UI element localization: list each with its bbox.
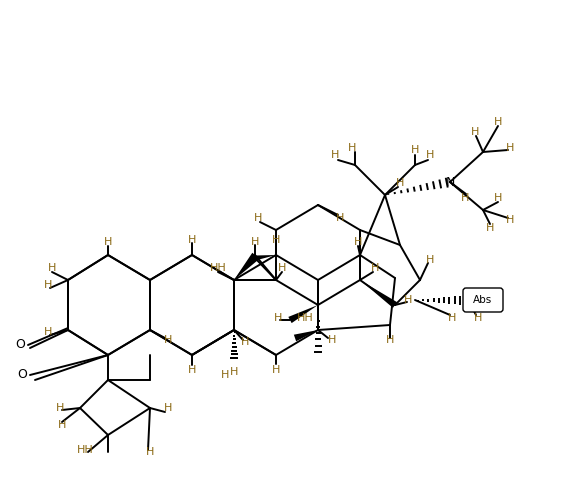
Text: H: H [230,367,238,377]
Text: H: H [494,117,502,127]
Text: H: H [396,178,404,188]
Text: H: H [471,127,479,137]
Polygon shape [234,253,258,280]
Text: HH: HH [209,263,226,273]
Text: H: H [251,237,259,247]
Polygon shape [254,255,276,260]
Text: H: H [354,237,362,247]
Text: H: H [274,313,282,323]
Polygon shape [234,255,257,280]
Polygon shape [294,330,318,341]
Text: H: H [506,215,514,225]
Text: H: H [348,143,356,153]
Text: H: H [386,335,394,345]
Text: H: H [494,193,502,203]
Text: H: H [44,327,52,337]
Text: H: H [164,335,172,345]
Text: H: H [221,370,229,380]
Text: H: H [371,263,379,273]
Text: H: H [146,447,154,457]
Text: H: H [104,237,112,247]
Text: H: H [44,280,52,290]
Text: H: H [241,337,249,347]
Text: H: H [426,255,434,265]
Polygon shape [360,280,397,308]
Text: H: H [272,235,280,245]
Text: H: H [164,403,172,413]
Text: H: H [506,143,514,153]
Text: H: H [58,420,66,430]
Text: H: H [272,365,280,375]
Text: H: H [411,145,419,155]
FancyBboxPatch shape [463,288,503,312]
Text: H: H [404,295,412,305]
Text: H: H [328,335,336,345]
Text: H: H [426,150,434,160]
Polygon shape [288,305,318,323]
Text: H: H [188,235,196,245]
Text: H: H [188,365,196,375]
Text: Abs: Abs [473,295,493,305]
Text: H: H [448,313,456,323]
Text: H: H [486,223,494,233]
Text: O: O [17,368,27,382]
Text: H: H [278,263,286,273]
Text: O: O [15,338,25,351]
Text: H: H [336,213,344,223]
Text: H: H [331,150,339,160]
Text: H: H [56,403,64,413]
Text: HH: HH [297,313,313,323]
Text: H: H [254,213,262,223]
Text: HH: HH [77,445,93,455]
Text: H: H [461,193,469,203]
Text: H: H [48,263,56,273]
Text: N: N [445,176,455,189]
Text: H: H [474,313,482,323]
